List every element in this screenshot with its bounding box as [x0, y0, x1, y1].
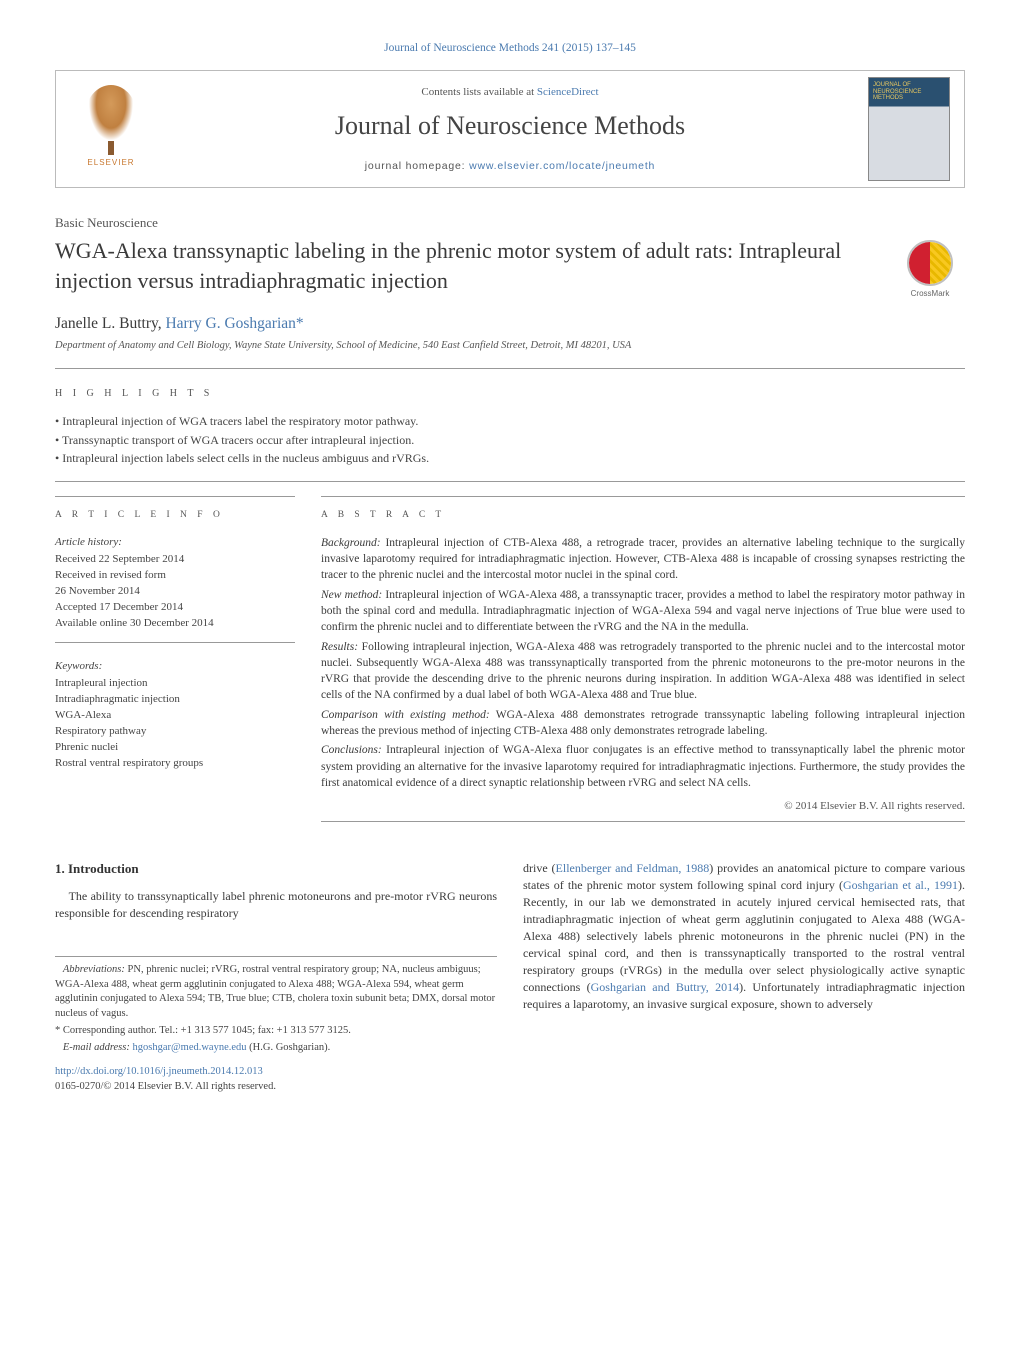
crossmark-icon: [907, 240, 953, 286]
abbreviations-footnote: Abbreviations: PN, phrenic nuclei; rVRG,…: [55, 963, 497, 1022]
keyword: Intrapleural injection: [55, 676, 295, 692]
abstract-comparison: Comparison with existing method: WGA-Ale…: [321, 707, 965, 740]
footnotes: Abbreviations: PN, phrenic nuclei; rVRG,…: [55, 956, 497, 1055]
intro-row: 1. Introduction The ability to transsyna…: [55, 860, 965, 1095]
author-2-corresponding[interactable]: Harry G. Goshgarian: [165, 315, 295, 332]
top-citation-link[interactable]: Journal of Neuroscience Methods 241 (201…: [384, 42, 636, 54]
journal-homepage-line: journal homepage: www.elsevier.com/locat…: [365, 159, 655, 174]
top-citation: Journal of Neuroscience Methods 241 (201…: [55, 40, 965, 56]
contents-available-line: Contents lists available at ScienceDirec…: [421, 85, 598, 100]
sciencedirect-link[interactable]: ScienceDirect: [537, 86, 599, 98]
divider: [321, 821, 965, 822]
crossmark-label: CrossMark: [911, 288, 950, 299]
highlights-list: Intrapleural injection of WGA tracers la…: [55, 413, 965, 467]
keyword: WGA-Alexa: [55, 708, 295, 724]
issn-copyright-line: 0165-0270/© 2014 Elsevier B.V. All right…: [55, 1080, 497, 1095]
doi-line: http://dx.doi.org/10.1016/j.jneumeth.201…: [55, 1065, 497, 1080]
intro-left-para: The ability to transsynaptically label p…: [55, 888, 497, 922]
masthead: ELSEVIER Contents lists available at Sci…: [55, 70, 965, 188]
article-info-heading: a r t i c l e i n f o: [55, 509, 295, 522]
homepage-url[interactable]: www.elsevier.com/locate/jneumeth: [469, 160, 655, 172]
abstract-new-method: New method: Intrapleural injection of WG…: [321, 587, 965, 636]
elsevier-tree-icon: [85, 85, 137, 147]
elsevier-wordmark: ELSEVIER: [87, 157, 134, 168]
keyword: Rostral ventral respiratory groups: [55, 756, 295, 772]
intro-right-column: drive (Ellenberger and Feldman, 1988) pr…: [523, 860, 965, 1095]
title-row: WGA-Alexa transsynaptic labeling in the …: [55, 236, 965, 299]
highlight-item: Intrapleural injection labels select cel…: [55, 450, 965, 467]
highlights-heading: h i g h l i g h t s: [55, 387, 965, 401]
history-revised-l1: Received in revised form: [55, 568, 295, 584]
info-abstract-row: a r t i c l e i n f o Article history: R…: [55, 496, 965, 836]
journal-name: Journal of Neuroscience Methods: [335, 108, 685, 144]
crossmark-badge[interactable]: CrossMark: [895, 240, 965, 299]
keyword: Intradiaphragmatic injection: [55, 692, 295, 708]
keyword: Phrenic nuclei: [55, 740, 295, 756]
email-footnote: E-mail address: hgoshgar@med.wayne.edu (…: [55, 1041, 497, 1056]
affiliation: Department of Anatomy and Cell Biology, …: [55, 339, 965, 354]
journal-cover-thumbnail: JOURNAL OF NEUROSCIENCE METHODS: [868, 77, 950, 181]
corresponding-marker[interactable]: *: [296, 315, 304, 332]
history-received: Received 22 September 2014: [55, 552, 295, 568]
divider: [55, 642, 295, 643]
corresponding-author-footnote: * Corresponding author. Tel.: +1 313 577…: [55, 1024, 497, 1039]
abstract-copyright: © 2014 Elsevier B.V. All rights reserved…: [321, 799, 965, 814]
intro-left-column: 1. Introduction The ability to transsyna…: [55, 860, 497, 1095]
publisher-logo-cell: ELSEVIER: [56, 71, 166, 187]
article-info-column: a r t i c l e i n f o Article history: R…: [55, 496, 295, 836]
cover-thumb-title: JOURNAL OF NEUROSCIENCE METHODS: [873, 82, 945, 102]
article-title: WGA-Alexa transsynaptic labeling in the …: [55, 236, 883, 295]
divider: [55, 481, 965, 482]
highlight-item: Intrapleural injection of WGA tracers la…: [55, 413, 965, 430]
history-label: Article history:: [55, 535, 295, 550]
abstract-heading: a b s t r a c t: [321, 509, 965, 522]
authors-line: Janelle L. Buttry, Harry G. Goshgarian*: [55, 313, 965, 335]
intro-right-para: drive (Ellenberger and Feldman, 1988) pr…: [523, 860, 965, 1013]
highlight-item: Transsynaptic transport of WGA tracers o…: [55, 432, 965, 449]
homepage-label: journal homepage:: [365, 160, 469, 172]
page-root: Journal of Neuroscience Methods 241 (201…: [0, 0, 1020, 1125]
masthead-center: Contents lists available at ScienceDirec…: [166, 71, 854, 187]
divider: [55, 368, 965, 369]
contents-prefix: Contents lists available at: [421, 86, 536, 98]
author-1: Janelle L. Buttry: [55, 315, 158, 332]
history-accepted: Accepted 17 December 2014: [55, 600, 295, 616]
keywords-block: Keywords: Intrapleural injection Intradi…: [55, 659, 295, 772]
abstract-results: Results: Following intrapleural injectio…: [321, 639, 965, 704]
history-revised-l2: 26 November 2014: [55, 584, 295, 600]
citation-link[interactable]: Ellenberger and Feldman, 1988: [556, 861, 710, 875]
abstract-conclusions: Conclusions: Intrapleural injection of W…: [321, 742, 965, 791]
intro-heading: 1. Introduction: [55, 860, 497, 878]
email-link[interactable]: hgoshgar@med.wayne.edu: [132, 1042, 246, 1053]
cover-thumb-cell: JOURNAL OF NEUROSCIENCE METHODS: [854, 71, 964, 187]
citation-link[interactable]: Goshgarian et al., 1991: [843, 878, 958, 892]
article-section-label: Basic Neuroscience: [55, 214, 965, 232]
citation-link[interactable]: Goshgarian and Buttry, 2014: [591, 980, 739, 994]
abstract-column: a b s t r a c t Background: Intrapleural…: [321, 496, 965, 836]
keywords-label: Keywords:: [55, 659, 295, 674]
history-online: Available online 30 December 2014: [55, 616, 295, 632]
keyword: Respiratory pathway: [55, 724, 295, 740]
abstract-background: Background: Intrapleural injection of CT…: [321, 535, 965, 584]
elsevier-logo: ELSEVIER: [76, 85, 146, 173]
doi-link[interactable]: http://dx.doi.org/10.1016/j.jneumeth.201…: [55, 1066, 263, 1077]
